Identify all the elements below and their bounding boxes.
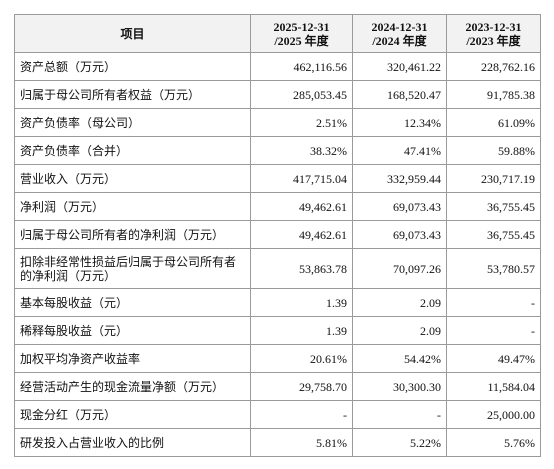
- value-cell: 2.51%: [250, 108, 353, 137]
- header-period: /2023 年度: [466, 33, 521, 48]
- row-label: 资产负债率（合并）: [14, 136, 251, 165]
- value-cell: 70,097.26: [352, 248, 447, 289]
- value-cell: 12.34%: [352, 108, 447, 137]
- value-cell: 2.09: [352, 316, 447, 345]
- value-cell: 30,300.30: [352, 372, 447, 401]
- value-cell: 332,959.44: [352, 164, 447, 193]
- table-row: 资产负债率（合并） 38.32% 47.41% 59.88%: [14, 136, 541, 165]
- header-period: /2025 年度: [274, 33, 329, 48]
- value-cell: 1.39: [250, 288, 353, 317]
- table-row: 扣除非经常性损益后归属于母公司所有者的净利润（万元） 53,863.78 70,09…: [14, 248, 541, 289]
- value-cell: -: [250, 400, 353, 429]
- header-row: 项目 2025-12-31/2025 年度 2024-12-31/2024 年度 2…: [14, 14, 541, 53]
- value-cell: 5.22%: [352, 428, 447, 457]
- value-cell: 53,863.78: [250, 248, 353, 289]
- value-cell: 61.09%: [446, 108, 541, 137]
- row-label: 资产总额（万元）: [14, 52, 251, 81]
- header-date: 2023-12-31: [465, 19, 522, 34]
- value-cell: 320,461.22: [352, 52, 447, 81]
- value-cell: 11,584.04: [446, 372, 541, 401]
- row-label: 归属于母公司所有者的净利润（万元）: [14, 220, 251, 249]
- header-cell: 项目: [14, 14, 251, 53]
- table-row: 归属于母公司所有者的净利润（万元） 49,462.61 69,073.43 36,75…: [14, 220, 541, 249]
- row-label: 归属于母公司所有者权益（万元）: [14, 80, 251, 109]
- table-row: 加权平均净资产收益率 20.61% 54.42% 49.47%: [14, 344, 541, 373]
- financial-table: 项目 2025-12-31/2025 年度 2024-12-31/2024 年度 2…: [14, 14, 541, 457]
- value-cell: 49,462.61: [250, 220, 353, 249]
- value-cell: 228,762.16: [446, 52, 541, 81]
- value-cell: 69,073.43: [352, 220, 447, 249]
- header-cell: 2023-12-31/2023 年度: [446, 14, 541, 53]
- value-cell: 36,755.45: [446, 220, 541, 249]
- value-cell: 5.81%: [250, 428, 353, 457]
- value-cell: 49,462.61: [250, 192, 353, 221]
- table-container: 项目 2025-12-31/2025 年度 2024-12-31/2024 年度 2…: [14, 14, 541, 457]
- value-cell: 168,520.47: [352, 80, 447, 109]
- value-cell: -: [352, 400, 447, 429]
- header-period: /2024 年度: [372, 33, 427, 48]
- table-row: 经营活动产生的现金流量净额（万元） 29,758.70 30,300.30 11,58…: [14, 372, 541, 401]
- value-cell: 53,780.57: [446, 248, 541, 289]
- row-label: 加权平均净资产收益率: [14, 344, 251, 373]
- value-cell: 20.61%: [250, 344, 353, 373]
- row-label: 基本每股收益（元）: [14, 288, 251, 317]
- value-cell: 25,000.00: [446, 400, 541, 429]
- table-body: 资产总额（万元） 462,116.56 320,461.22 228,762.16 归属…: [14, 52, 541, 457]
- value-cell: -: [446, 316, 541, 345]
- row-label: 现金分红（万元）: [14, 400, 251, 429]
- value-cell: 69,073.43: [352, 192, 447, 221]
- value-cell: 5.76%: [446, 428, 541, 457]
- table-row: 净利润（万元） 49,462.61 69,073.43 36,755.45: [14, 192, 541, 221]
- value-cell: 285,053.45: [250, 80, 353, 109]
- value-cell: 47.41%: [352, 136, 447, 165]
- header-cell: 2025-12-31/2025 年度: [250, 14, 353, 53]
- table-row: 归属于母公司所有者权益（万元） 285,053.45 168,520.47 91,78…: [14, 80, 541, 109]
- value-cell: 462,116.56: [250, 52, 353, 81]
- value-cell: 59.88%: [446, 136, 541, 165]
- value-cell: 1.39: [250, 316, 353, 345]
- value-cell: 417,715.04: [250, 164, 353, 193]
- value-cell: 230,717.19: [446, 164, 541, 193]
- row-label: 稀释每股收益（元）: [14, 316, 251, 345]
- value-cell: 36,755.45: [446, 192, 541, 221]
- row-label: 资产负债率（母公司）: [14, 108, 251, 137]
- value-cell: -: [446, 288, 541, 317]
- table-row: 营业收入（万元） 417,715.04 332,959.44 230,717.19: [14, 164, 541, 193]
- value-cell: 38.32%: [250, 136, 353, 165]
- value-cell: 2.09: [352, 288, 447, 317]
- row-label: 研发投入占营业收入的比例: [14, 428, 251, 457]
- table-row: 现金分红（万元） - -25,000.00: [14, 400, 541, 429]
- table-row: 资产总额（万元） 462,116.56 320,461.22 228,762.16: [14, 52, 541, 81]
- table-row: 研发投入占营业收入的比例 5.81% 5.22% 5.76%: [14, 428, 541, 457]
- row-label: 经营活动产生的现金流量净额（万元）: [14, 372, 251, 401]
- row-label: 扣除非经常性损益后归属于母公司所有者的净利润（万元）: [14, 248, 251, 289]
- row-label: 营业收入（万元）: [14, 164, 251, 193]
- header-cell: 2024-12-31/2024 年度: [352, 14, 447, 53]
- header-date: 2025-12-31: [273, 19, 330, 34]
- row-label: 净利润（万元）: [14, 192, 251, 221]
- header-date: 2024-12-31: [371, 19, 428, 34]
- table-row: 基本每股收益（元） 1.39 2.09-: [14, 288, 541, 317]
- value-cell: 49.47%: [446, 344, 541, 373]
- table-row: 稀释每股收益（元） 1.39 2.09-: [14, 316, 541, 345]
- value-cell: 54.42%: [352, 344, 447, 373]
- table-row: 资产负债率（母公司） 2.51% 12.34% 61.09%: [14, 108, 541, 137]
- value-cell: 91,785.38: [446, 80, 541, 109]
- value-cell: 29,758.70: [250, 372, 353, 401]
